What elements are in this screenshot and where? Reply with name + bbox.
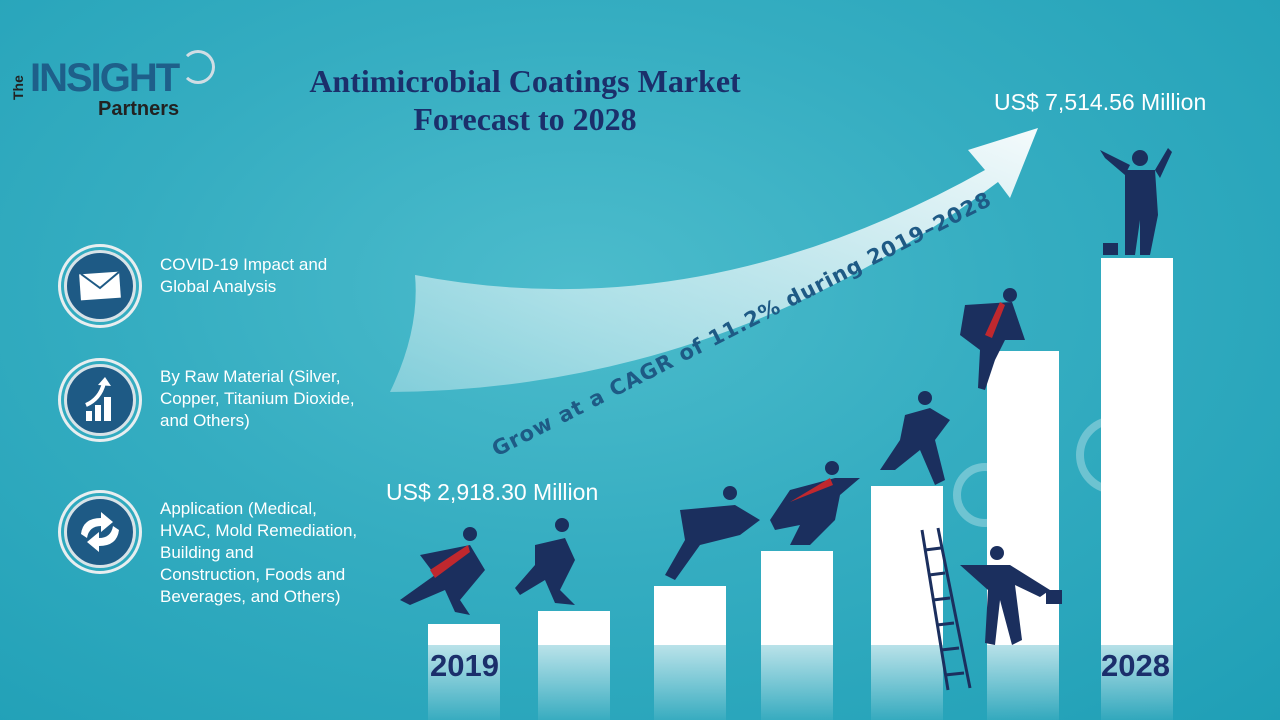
bar-reflection bbox=[761, 645, 833, 720]
person-icon bbox=[400, 527, 485, 615]
item-text: COVID-19 Impact and Global Analysis bbox=[160, 255, 328, 296]
recycle-arrows-icon bbox=[81, 512, 119, 552]
title-line-1: Antimicrobial Coatings Market bbox=[309, 63, 741, 99]
list-item: COVID-19 Impact and Global Analysis bbox=[58, 244, 390, 328]
bar-reflection bbox=[1101, 645, 1173, 720]
logo: The INSIGHT Partners bbox=[6, 50, 216, 125]
bar bbox=[538, 611, 610, 645]
logo-ring-icon bbox=[181, 50, 215, 84]
end-year-label: 2028 bbox=[1101, 648, 1170, 683]
item-text: By Raw Material (Silver, Copper, Titaniu… bbox=[160, 367, 355, 430]
logo-insight: INSIGHT bbox=[30, 56, 180, 100]
bar-reflection bbox=[871, 645, 943, 720]
start-value-label: US$ 2,918.30 Million bbox=[386, 479, 599, 505]
person-icon bbox=[880, 391, 950, 485]
list-item: By Raw Material (Silver, Copper, Titaniu… bbox=[58, 358, 390, 442]
envelope-icon bbox=[79, 271, 121, 301]
page-title: Antimicrobial Coatings Market Forecast t… bbox=[230, 62, 820, 138]
person-icon bbox=[770, 461, 860, 545]
person-icon bbox=[960, 546, 1062, 645]
bar bbox=[871, 486, 943, 645]
end-value-label: US$ 7,514.56 Million bbox=[994, 89, 1207, 115]
bar-reflection bbox=[987, 645, 1059, 720]
person-icon bbox=[960, 288, 1025, 390]
person-icon bbox=[1100, 148, 1172, 255]
title-line-2: Forecast to 2028 bbox=[413, 101, 637, 137]
bar-reflection bbox=[428, 645, 500, 720]
bar-reflection bbox=[654, 645, 726, 720]
ladder-icon bbox=[920, 527, 972, 691]
person-icon bbox=[515, 518, 575, 605]
bar-reflection bbox=[538, 645, 610, 720]
bar bbox=[761, 551, 833, 645]
bar-2019 bbox=[428, 624, 500, 645]
gear-icon bbox=[953, 384, 1173, 527]
start-year-label: 2019 bbox=[430, 648, 499, 683]
bar bbox=[654, 586, 726, 645]
list-item: Application (Medical, HVAC, Mold Remedia… bbox=[58, 490, 390, 608]
person-icon bbox=[665, 486, 760, 580]
logo-partners: Partners bbox=[98, 98, 180, 120]
bar-2028 bbox=[1101, 258, 1173, 645]
growth-chart-icon bbox=[85, 377, 111, 421]
item-text: Application (Medical, HVAC, Mold Remedia… bbox=[160, 499, 358, 606]
